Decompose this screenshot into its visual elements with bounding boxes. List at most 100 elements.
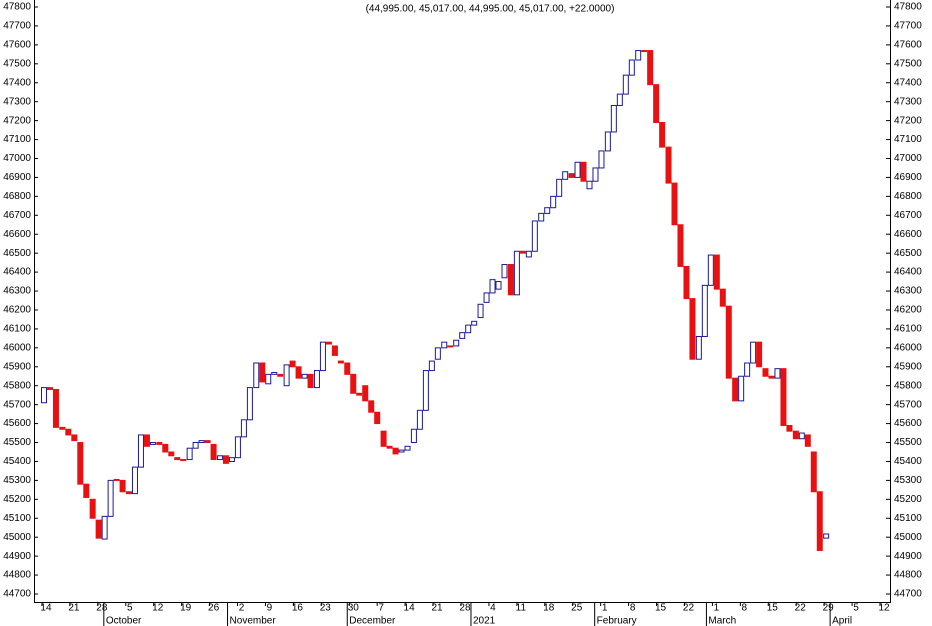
candle-up <box>398 449 405 453</box>
y-tick-label-right: 45700 <box>894 399 922 410</box>
candle-down <box>350 373 357 394</box>
y-tick-label-right: 47000 <box>894 153 922 164</box>
candle-down <box>374 411 381 425</box>
y-tick-label-right: 46800 <box>894 191 922 202</box>
y-tick-label-right: 45300 <box>894 475 922 486</box>
month-label: December <box>349 616 396 626</box>
y-tick-label-right: 47400 <box>894 77 922 88</box>
x-tick-label: 9 <box>267 603 273 614</box>
candle-up <box>271 371 278 375</box>
candle-down <box>295 366 302 379</box>
month-label: February <box>597 616 637 626</box>
y-tick-label: 47200 <box>3 115 31 126</box>
x-tick-label: 22 <box>683 603 695 614</box>
candle-down <box>289 360 296 368</box>
candle-down <box>786 424 793 432</box>
candle-up <box>525 250 532 258</box>
y-tick-label: 47800 <box>3 2 31 13</box>
candle-down <box>386 445 393 449</box>
candle-down <box>659 122 666 148</box>
candle-down <box>95 519 102 539</box>
y-tick-label: 44800 <box>3 570 31 581</box>
candle-down <box>168 451 175 457</box>
candle-down <box>143 434 150 447</box>
x-tick-label: 5 <box>853 603 859 614</box>
y-tick-label: 45700 <box>3 399 31 410</box>
y-tick-label-right: 46100 <box>894 324 922 335</box>
y-tick-label-right: 47200 <box>894 115 922 126</box>
candle-up <box>404 445 411 451</box>
candle-up <box>131 466 138 495</box>
y-tick-label: 47000 <box>3 153 31 164</box>
y-tick-label-right: 47300 <box>894 96 922 107</box>
y-tick-label: 46500 <box>3 248 31 259</box>
y-tick-label: 47600 <box>3 40 31 51</box>
candle-down <box>792 430 799 440</box>
candle-up <box>101 515 108 540</box>
y-tick-label-right: 44800 <box>894 570 922 581</box>
candle-up <box>301 373 308 379</box>
candle-down <box>89 498 96 519</box>
candle-down <box>780 368 787 426</box>
y-tick-label: 44900 <box>3 551 31 562</box>
candle-up <box>40 387 47 404</box>
x-tick-label: 30 <box>348 603 360 614</box>
y-tick-label: 47700 <box>3 21 31 32</box>
candle-down <box>356 392 363 396</box>
y-tick-label-right: 47700 <box>894 21 922 32</box>
candle-down <box>671 182 678 226</box>
month-label: April <box>832 616 852 626</box>
x-tick-label: 29 <box>823 603 835 614</box>
y-tick-label: 46300 <box>3 286 31 297</box>
candle-up <box>750 341 757 364</box>
y-tick-label-right: 47600 <box>894 40 922 51</box>
x-tick-label: 15 <box>655 603 667 614</box>
y-tick-label: 46100 <box>3 324 31 335</box>
candle-down <box>119 479 126 493</box>
y-tick-label-right: 45100 <box>894 513 922 524</box>
candle-up <box>453 339 460 347</box>
x-tick-label: 21 <box>68 603 80 614</box>
y-tick-label: 46800 <box>3 191 31 202</box>
y-tick-label: 46400 <box>3 267 31 278</box>
y-tick-label-right: 46200 <box>894 305 922 316</box>
x-tick-label: 14 <box>40 603 52 614</box>
candle-down <box>641 50 648 53</box>
y-tick-label: 44700 <box>3 589 31 600</box>
candle-down <box>732 377 739 402</box>
candle-down <box>325 341 332 345</box>
y-tick-label: 47100 <box>3 134 31 145</box>
candle-down <box>222 455 229 464</box>
candle-up <box>495 281 502 290</box>
candle-down <box>337 360 344 364</box>
x-tick-label: 5 <box>127 603 133 614</box>
candle-down <box>259 362 266 383</box>
y-tick-label: 45800 <box>3 380 31 391</box>
candle-up <box>586 180 593 190</box>
y-tick-label-right: 45400 <box>894 456 922 467</box>
y-tick-label-right: 47500 <box>894 58 922 69</box>
x-tick-label: 14 <box>404 603 416 614</box>
x-tick-label: 23 <box>320 603 332 614</box>
y-tick-label-right: 45900 <box>894 361 922 372</box>
candle-up <box>459 332 466 339</box>
candle-down <box>65 428 72 436</box>
y-tick-label-right: 46500 <box>894 248 922 259</box>
y-tick-label-right: 47100 <box>894 134 922 145</box>
candle-up <box>216 455 223 461</box>
y-tick-label: 45300 <box>3 475 31 486</box>
month-label: March <box>708 616 736 626</box>
candle-down <box>204 440 211 444</box>
candle-up <box>410 428 417 444</box>
candle-up <box>574 161 581 178</box>
candle-up <box>774 368 781 379</box>
candle-up <box>562 171 569 180</box>
x-tick-label: 26 <box>208 603 220 614</box>
candle-down <box>719 288 726 307</box>
candle-down <box>768 375 775 379</box>
x-tick-label: 2 <box>239 603 245 614</box>
y-tick-label-right: 45600 <box>894 418 922 429</box>
candle-up <box>501 264 508 279</box>
y-tick-label-right: 46900 <box>894 172 922 183</box>
